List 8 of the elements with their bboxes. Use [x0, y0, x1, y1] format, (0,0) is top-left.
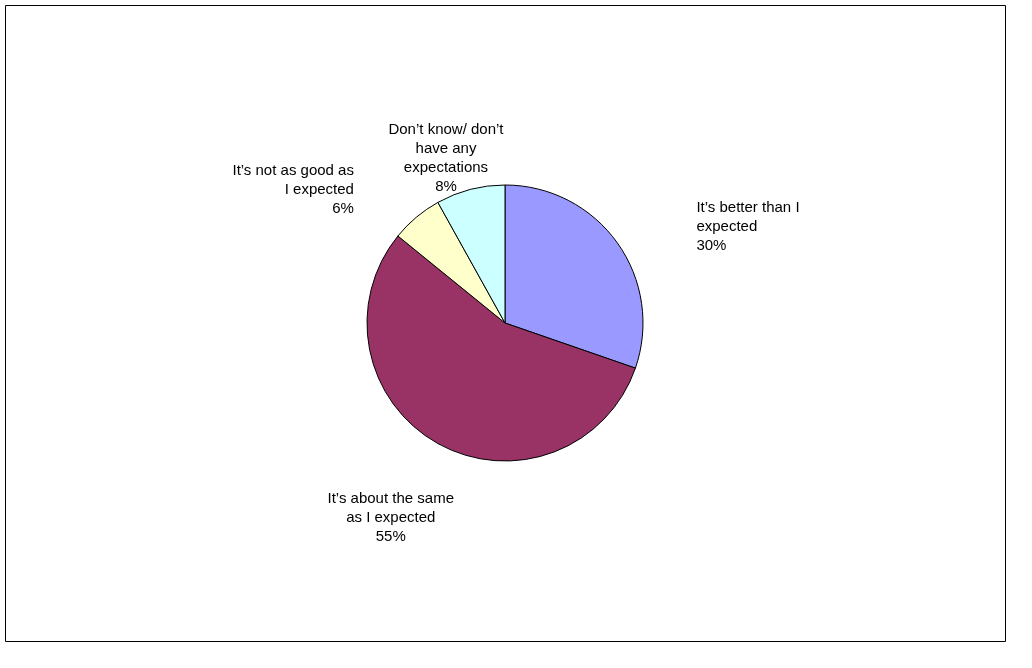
data-label: 55% — [375, 526, 406, 544]
slice-label: It’s about the same as I expected — [327, 488, 454, 525]
slice-label: Don’t know/ don’t have any expectations — [388, 120, 505, 176]
data-label: 8% — [435, 177, 457, 195]
slice-label: It’s better than I expected — [696, 197, 800, 234]
slice-label: It’s not as good as I expected — [232, 160, 354, 197]
data-label: 6% — [332, 198, 354, 216]
data-label: 30% — [696, 235, 727, 253]
